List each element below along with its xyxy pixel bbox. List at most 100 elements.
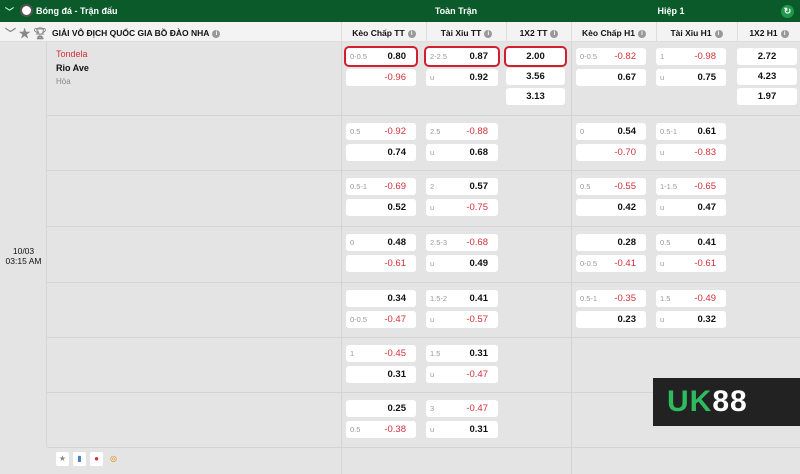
handicap-line: 2.5 <box>430 127 441 136</box>
odds-button-x12_tt[interactable]: 3.13 <box>506 88 565 105</box>
handicap-line: 0.5 <box>580 182 591 191</box>
odds-button-tx_tt[interactable]: 2.5-3 -0.68 <box>426 234 498 251</box>
full-time-header: Toàn Trận <box>434 6 478 16</box>
odds-button-kc_tt[interactable]: -0.61 <box>346 255 416 272</box>
odds-button-tx_h1[interactable]: u 0.32 <box>656 311 726 328</box>
odds-value: -0.35 <box>614 293 636 304</box>
odds-button-tx_h1[interactable]: 1 -0.98 <box>656 48 726 65</box>
odds-value: -0.47 <box>466 403 488 414</box>
odds-button-tx_tt[interactable]: u 0.68 <box>426 144 498 161</box>
odds-button-tx_tt[interactable]: u 0.49 <box>426 255 498 272</box>
chevron-down-icon[interactable]: ﹀ <box>5 28 16 40</box>
odds-button-kc_h1[interactable]: 0 0.54 <box>576 123 646 140</box>
odds-button-kc_tt[interactable]: 0-0.5 -0.47 <box>346 311 416 328</box>
handicap-line: 3 <box>430 404 435 413</box>
info-icon[interactable]: i <box>637 29 646 38</box>
odds-button-kc_tt[interactable]: 0.34 <box>346 290 416 307</box>
odds-button-x12_h1[interactable]: 2.72 <box>737 48 797 65</box>
home-team[interactable]: Tondela <box>56 49 88 59</box>
handicap-line: 0.5-1 <box>350 182 368 191</box>
odds-button-tx_tt[interactable]: u -0.75 <box>426 199 498 216</box>
odds-value: 1.97 <box>757 91 777 102</box>
info-icon[interactable]: i <box>407 29 416 38</box>
odds-button-tx_h1[interactable]: 1.5 -0.49 <box>656 290 726 307</box>
odds-button-kc_tt[interactable]: 0.31 <box>346 366 416 383</box>
odds-button-kc_tt[interactable]: 0.5 -0.92 <box>346 123 416 140</box>
odds-button-kc_tt[interactable]: 0-0.5 0.80 <box>344 46 418 67</box>
odds-button-tx_tt[interactable]: 2.5 -0.88 <box>426 123 498 140</box>
odds-button-kc_h1[interactable]: 0.28 <box>576 234 646 251</box>
odds-button-tx_tt[interactable]: 1.5-2 0.41 <box>426 290 498 307</box>
star-icon[interactable]: ★ <box>56 452 69 466</box>
odds-value: -0.65 <box>694 181 716 192</box>
odds-button-kc_h1[interactable]: 0.42 <box>576 199 646 216</box>
odds-value: -0.69 <box>384 181 406 192</box>
odds-button-x12_h1[interactable]: 4.23 <box>737 68 797 85</box>
odds-button-kc_tt[interactable]: 0 0.48 <box>346 234 416 251</box>
odds-value: -0.75 <box>466 202 488 213</box>
odds-button-tx_tt[interactable]: u -0.47 <box>426 366 498 383</box>
odds-button-tx_tt[interactable]: u 0.92 <box>426 69 498 86</box>
refresh-icon[interactable]: ↻ <box>781 5 794 18</box>
column-header: 1X2 TT i <box>506 22 571 42</box>
odds-button-x12_tt[interactable]: 3.56 <box>506 68 565 85</box>
odds-value: -0.70 <box>614 147 636 158</box>
info-icon[interactable]: i <box>780 29 789 38</box>
odds-button-tx_tt[interactable]: 2 0.57 <box>426 178 498 195</box>
handicap-line: 1.5 <box>430 349 441 358</box>
odds-button-kc_h1[interactable]: 0-0.5 -0.41 <box>576 255 646 272</box>
odds-button-kc_tt[interactable]: 0.5-1 -0.69 <box>346 178 416 195</box>
away-team[interactable]: Rio Ave <box>56 63 89 73</box>
odds-button-kc_tt[interactable]: -0.96 <box>346 69 416 86</box>
odds-button-kc_h1[interactable]: 0.5 -0.55 <box>576 178 646 195</box>
odds-button-kc_tt[interactable]: 0.74 <box>346 144 416 161</box>
odds-button-tx_tt[interactable]: 1.5 0.31 <box>426 345 498 362</box>
odds-button-kc_tt[interactable]: 1 -0.45 <box>346 345 416 362</box>
teams: Tondela Rio Ave Hòa <box>56 49 89 90</box>
odds-button-tx_tt[interactable]: u -0.57 <box>426 311 498 328</box>
odds-value: 0.74 <box>387 147 407 158</box>
coin-icon[interactable]: ◎ <box>110 454 117 463</box>
divider <box>341 42 342 474</box>
odds-button-tx_tt[interactable]: 2-2.5 0.87 <box>424 46 500 67</box>
odds-button-tx_h1[interactable]: 0.5-1 0.61 <box>656 123 726 140</box>
chevron-down-icon[interactable]: ﹀ <box>5 7 15 17</box>
odds-button-kc_tt[interactable]: 0.5 -0.38 <box>346 421 416 438</box>
odds-button-tx_h1[interactable]: u -0.61 <box>656 255 726 272</box>
match-datetime: 10/03 03:15 AM <box>0 246 47 266</box>
odds-button-kc_h1[interactable]: 0-0.5 -0.82 <box>576 48 646 65</box>
star-icon[interactable]: ★ <box>19 28 31 40</box>
trophy-icon: 🏆︎ <box>33 28 48 40</box>
odds-button-tx_h1[interactable]: u 0.47 <box>656 199 726 216</box>
odds-button-kc_h1[interactable]: 0.23 <box>576 311 646 328</box>
odds-button-tx_h1[interactable]: u -0.83 <box>656 144 726 161</box>
match-actions: ★ ▮ ● ◎ <box>56 452 120 466</box>
info-icon[interactable]: i <box>484 29 493 38</box>
odds-button-tx_h1[interactable]: u 0.75 <box>656 69 726 86</box>
info-icon[interactable]: i <box>550 29 559 38</box>
odds-value: -0.96 <box>384 72 406 83</box>
odds-value: -0.45 <box>384 348 406 359</box>
odds-button-kc_tt[interactable]: 0.52 <box>346 199 416 216</box>
odds-button-kc_h1[interactable]: -0.70 <box>576 144 646 161</box>
handicap-line: 0-0.5 <box>580 259 598 268</box>
odds-button-x12_tt[interactable]: 2.00 <box>504 46 567 67</box>
odds-button-kc_tt[interactable]: 0.25 <box>346 400 416 417</box>
info-icon[interactable]: i <box>212 29 221 38</box>
live-icon[interactable]: ● <box>90 452 103 466</box>
stats-icon[interactable]: ▮ <box>73 452 86 466</box>
odds-button-kc_h1[interactable]: 0.67 <box>576 69 646 86</box>
odds-button-tx_tt[interactable]: u 0.31 <box>426 421 498 438</box>
odds-button-x12_h1[interactable]: 1.97 <box>737 88 797 105</box>
odds-value: 0.49 <box>469 258 489 269</box>
handicap-line: 1.5-2 <box>430 294 448 303</box>
handicap-line: 1.5 <box>660 294 671 303</box>
info-icon[interactable]: i <box>714 29 723 38</box>
odds-button-tx_h1[interactable]: 0.5 0.41 <box>656 234 726 251</box>
odds-button-kc_h1[interactable]: 0.5-1 -0.35 <box>576 290 646 307</box>
odds-button-tx_tt[interactable]: 3 -0.47 <box>426 400 498 417</box>
odds-value: -0.92 <box>384 126 406 137</box>
odds-value: -0.47 <box>466 369 488 380</box>
row-divider <box>47 115 800 116</box>
odds-button-tx_h1[interactable]: 1-1.5 -0.65 <box>656 178 726 195</box>
